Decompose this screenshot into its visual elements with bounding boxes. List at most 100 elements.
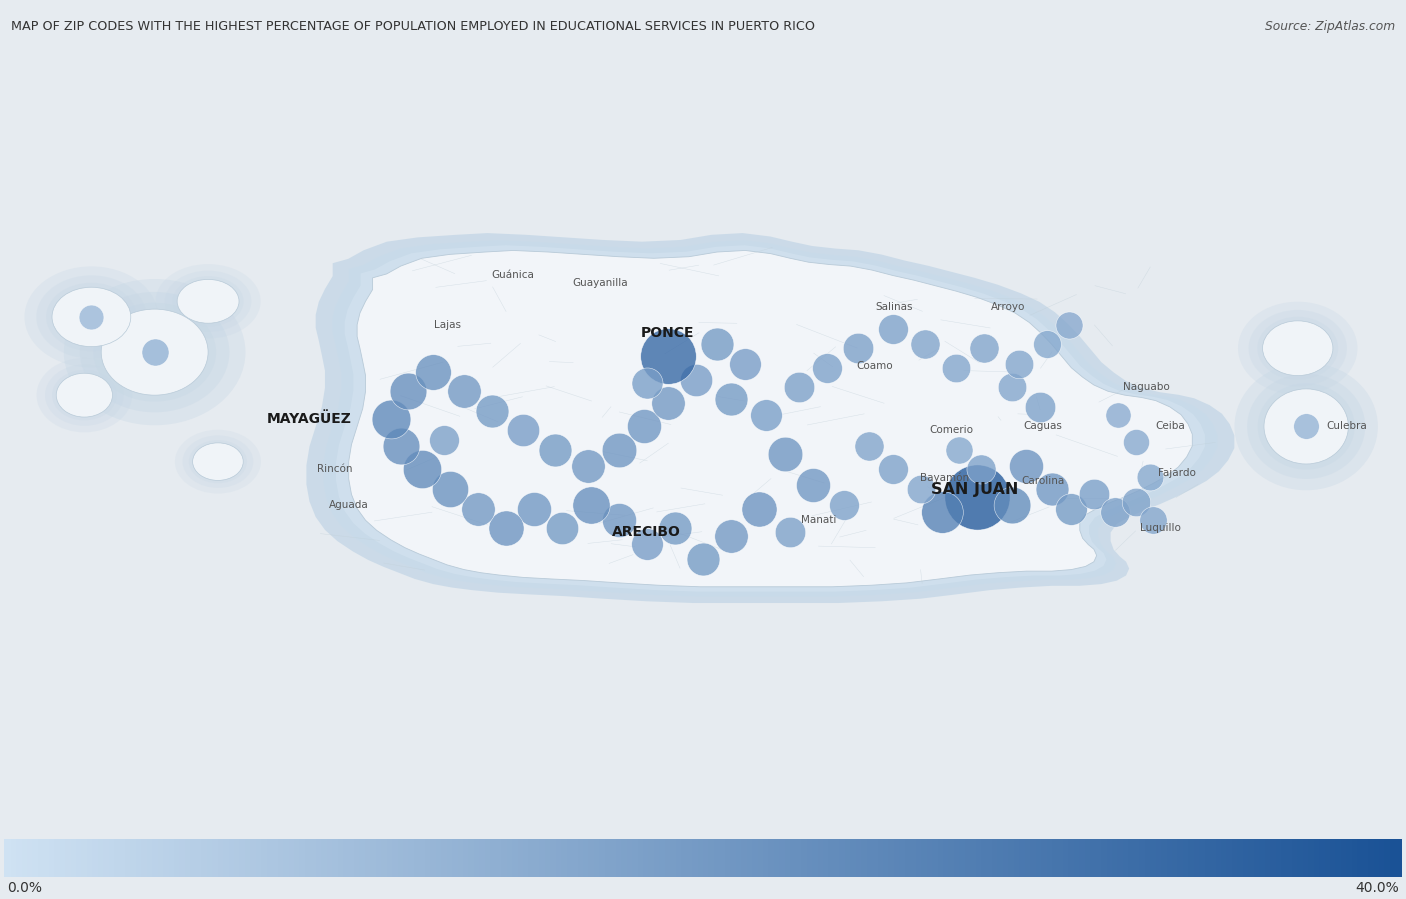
- Point: [882, 462, 904, 476]
- Ellipse shape: [188, 440, 247, 484]
- Point: [664, 521, 686, 535]
- Point: [1295, 419, 1317, 433]
- Text: ARECIBO: ARECIBO: [613, 525, 681, 539]
- Text: 40.0%: 40.0%: [1355, 881, 1399, 895]
- Point: [948, 442, 970, 457]
- Text: MAP OF ZIP CODES WITH THE HIGHEST PERCENTAGE OF POPULATION EMPLOYED IN EDUCATION: MAP OF ZIP CODES WITH THE HIGHEST PERCEN…: [11, 20, 815, 32]
- Ellipse shape: [1263, 321, 1333, 376]
- Text: SAN JUAN: SAN JUAN: [931, 482, 1018, 496]
- Point: [495, 521, 517, 535]
- Point: [755, 407, 778, 422]
- Point: [910, 482, 932, 496]
- Point: [1029, 400, 1052, 414]
- Point: [815, 360, 838, 375]
- Point: [1001, 380, 1024, 395]
- Point: [1083, 487, 1105, 502]
- Ellipse shape: [52, 287, 131, 347]
- Point: [1107, 407, 1129, 422]
- Text: Arroyo: Arroyo: [991, 302, 1025, 312]
- Point: [773, 447, 796, 461]
- Text: 0.0%: 0.0%: [7, 881, 42, 895]
- Polygon shape: [323, 240, 1218, 597]
- Point: [1125, 435, 1147, 450]
- Ellipse shape: [45, 364, 124, 426]
- Point: [607, 442, 630, 457]
- Ellipse shape: [37, 358, 132, 432]
- Point: [1142, 513, 1164, 528]
- Point: [779, 525, 801, 539]
- Point: [1125, 495, 1147, 510]
- Ellipse shape: [37, 275, 146, 359]
- Point: [453, 384, 475, 398]
- Point: [579, 497, 602, 512]
- Point: [143, 345, 166, 360]
- Text: Carolina: Carolina: [1022, 476, 1064, 486]
- Ellipse shape: [1237, 302, 1358, 395]
- Point: [551, 521, 574, 535]
- Ellipse shape: [193, 443, 243, 480]
- Text: Rincón: Rincón: [316, 465, 353, 475]
- Point: [1001, 497, 1024, 512]
- Point: [433, 432, 456, 447]
- Point: [966, 490, 988, 504]
- Point: [858, 439, 880, 453]
- Point: [633, 419, 655, 433]
- Point: [1008, 357, 1031, 371]
- Ellipse shape: [156, 264, 260, 339]
- Text: MAYAGÜEZ: MAYAGÜEZ: [267, 412, 352, 425]
- Text: Comerio: Comerio: [929, 425, 974, 435]
- Text: Manati: Manati: [800, 515, 837, 525]
- Point: [411, 462, 433, 476]
- Point: [748, 502, 770, 516]
- Point: [657, 349, 679, 363]
- Point: [720, 392, 742, 406]
- Point: [80, 310, 103, 325]
- Point: [945, 360, 967, 375]
- Ellipse shape: [173, 276, 243, 326]
- Text: Coamo: Coamo: [856, 361, 893, 371]
- Ellipse shape: [52, 370, 117, 421]
- Ellipse shape: [24, 266, 159, 368]
- Polygon shape: [307, 233, 1234, 603]
- Point: [1015, 458, 1038, 473]
- Point: [973, 341, 995, 355]
- Ellipse shape: [1257, 383, 1355, 469]
- Point: [931, 505, 953, 520]
- Point: [914, 337, 936, 352]
- Point: [512, 423, 534, 438]
- Ellipse shape: [1257, 316, 1339, 379]
- Point: [439, 482, 461, 496]
- Point: [481, 404, 503, 418]
- Point: [544, 442, 567, 457]
- Ellipse shape: [1249, 310, 1347, 387]
- Text: Guánica: Guánica: [492, 271, 534, 280]
- Text: Luquillo: Luquillo: [1139, 523, 1181, 533]
- Point: [1060, 502, 1083, 516]
- Point: [1057, 317, 1080, 332]
- Point: [970, 462, 993, 476]
- Text: PONCE: PONCE: [641, 325, 695, 340]
- Point: [1040, 482, 1063, 496]
- Point: [636, 376, 658, 390]
- Point: [576, 458, 599, 473]
- Ellipse shape: [46, 283, 136, 352]
- Ellipse shape: [1234, 362, 1378, 490]
- Point: [706, 337, 728, 352]
- Ellipse shape: [1247, 374, 1365, 479]
- Point: [380, 412, 402, 426]
- Ellipse shape: [63, 279, 246, 425]
- Point: [1139, 470, 1161, 485]
- Text: Ceiba: Ceiba: [1154, 422, 1185, 432]
- Text: Fajardo: Fajardo: [1159, 468, 1195, 478]
- Polygon shape: [336, 245, 1205, 592]
- Point: [389, 439, 412, 453]
- Text: Culebra: Culebra: [1327, 422, 1367, 432]
- Ellipse shape: [177, 280, 239, 324]
- Point: [882, 322, 904, 336]
- Point: [636, 537, 658, 551]
- Ellipse shape: [56, 373, 112, 417]
- Point: [523, 502, 546, 516]
- Point: [685, 372, 707, 387]
- Point: [422, 364, 444, 378]
- Point: [467, 502, 489, 516]
